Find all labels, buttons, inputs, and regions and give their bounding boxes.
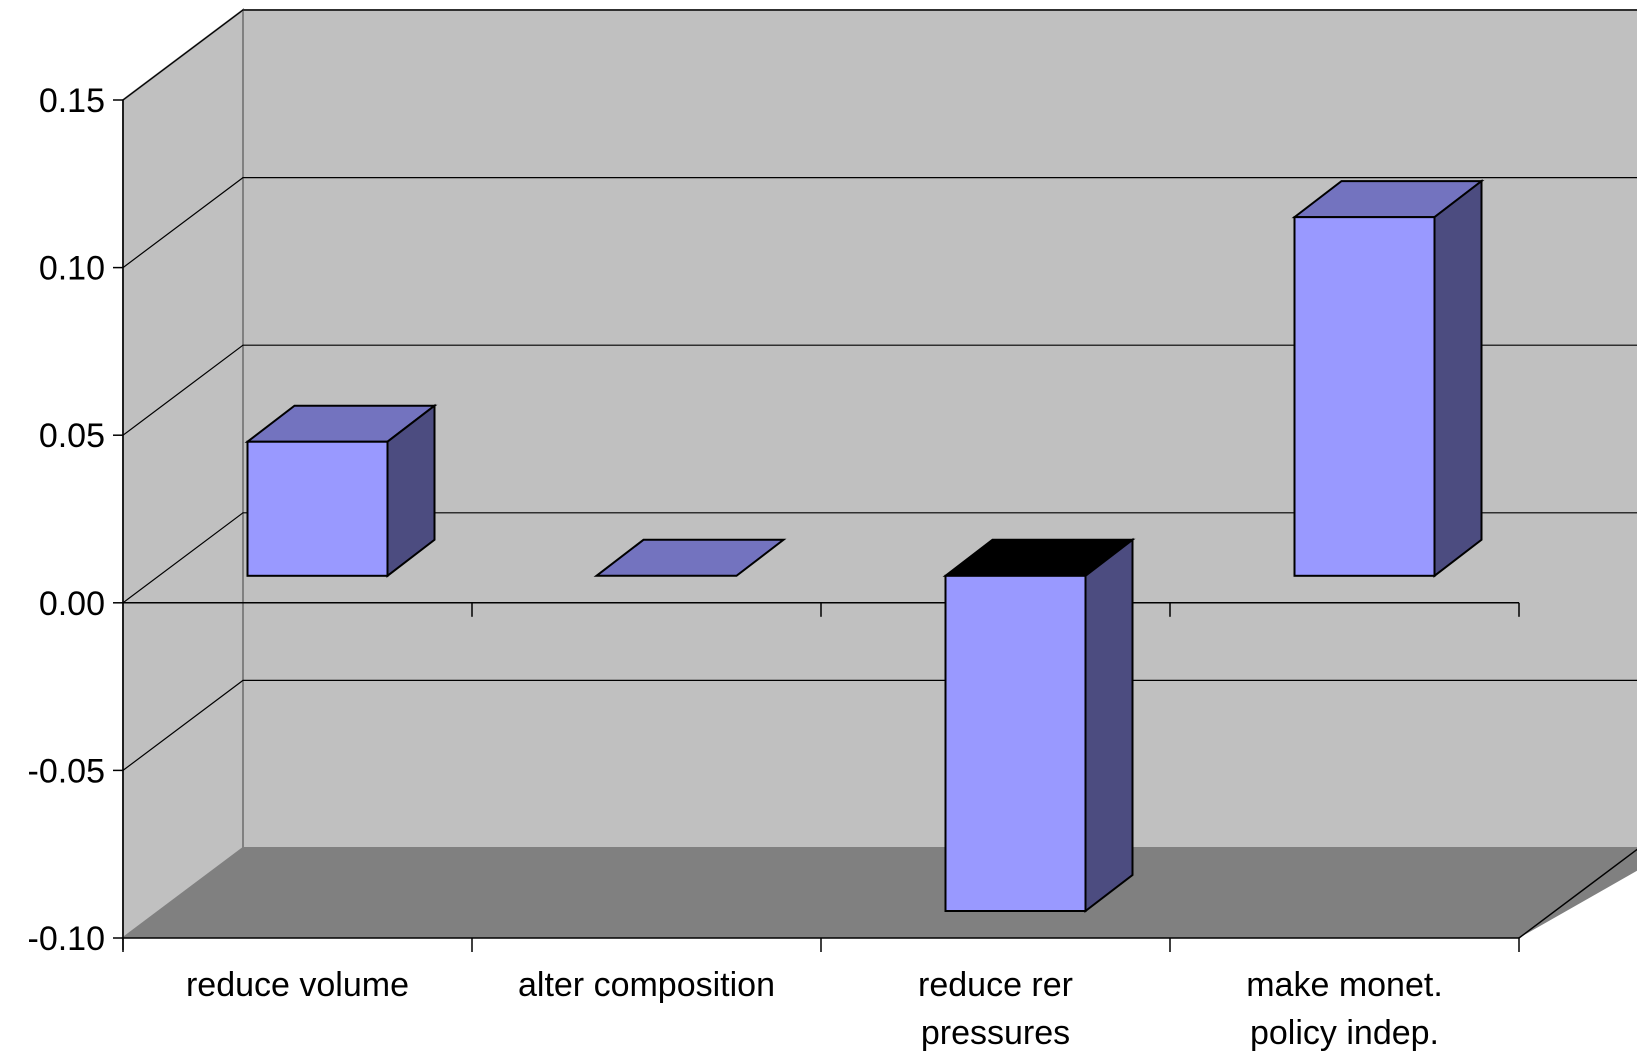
bar-top-face bbox=[593, 538, 787, 577]
y-tick-label: 0.10 bbox=[39, 250, 105, 288]
x-category-label: make monet. policy indep. bbox=[1246, 966, 1443, 1052]
chart-walls bbox=[122, 8, 1637, 940]
y-tick-label: 0.15 bbox=[39, 82, 105, 120]
x-category-label: reduce volume bbox=[186, 966, 409, 1004]
bar-front-face bbox=[1293, 216, 1436, 577]
bars bbox=[244, 179, 1485, 914]
gridline bbox=[122, 512, 1637, 604]
y-tick-label: -0.10 bbox=[28, 920, 106, 958]
bar bbox=[942, 537, 1136, 914]
floor bbox=[123, 848, 1637, 938]
y-axis-tick-labels: 0.15 0.10 0.05 0.00 -0.05 -0.10 bbox=[28, 82, 106, 958]
floor-right-edge bbox=[1518, 848, 1637, 939]
gridlines bbox=[122, 9, 1637, 771]
gridline bbox=[122, 679, 1637, 771]
bar bbox=[593, 538, 787, 577]
y-tick-label: 0.00 bbox=[39, 585, 105, 623]
y-tick-label: 0.05 bbox=[39, 417, 105, 455]
gridline bbox=[122, 344, 1637, 436]
gridline bbox=[122, 9, 1637, 101]
bar bbox=[1291, 179, 1485, 578]
x-category-label: alter composition bbox=[518, 966, 775, 1004]
gridline bbox=[122, 177, 1637, 269]
side-wall bbox=[122, 8, 244, 940]
y-tick-label: -0.05 bbox=[28, 752, 106, 790]
bar-front-face bbox=[246, 440, 389, 577]
bar-side-face bbox=[1433, 179, 1483, 578]
x-axis-category-labels: reduce volume alter composition reduce rer… bbox=[186, 966, 1443, 1052]
bar bbox=[244, 403, 438, 578]
bar-front-face bbox=[944, 574, 1087, 912]
x-category-label: reduce rer pressures bbox=[918, 966, 1073, 1052]
chart-axes bbox=[113, 99, 1520, 952]
bar-side-face bbox=[1084, 537, 1134, 914]
